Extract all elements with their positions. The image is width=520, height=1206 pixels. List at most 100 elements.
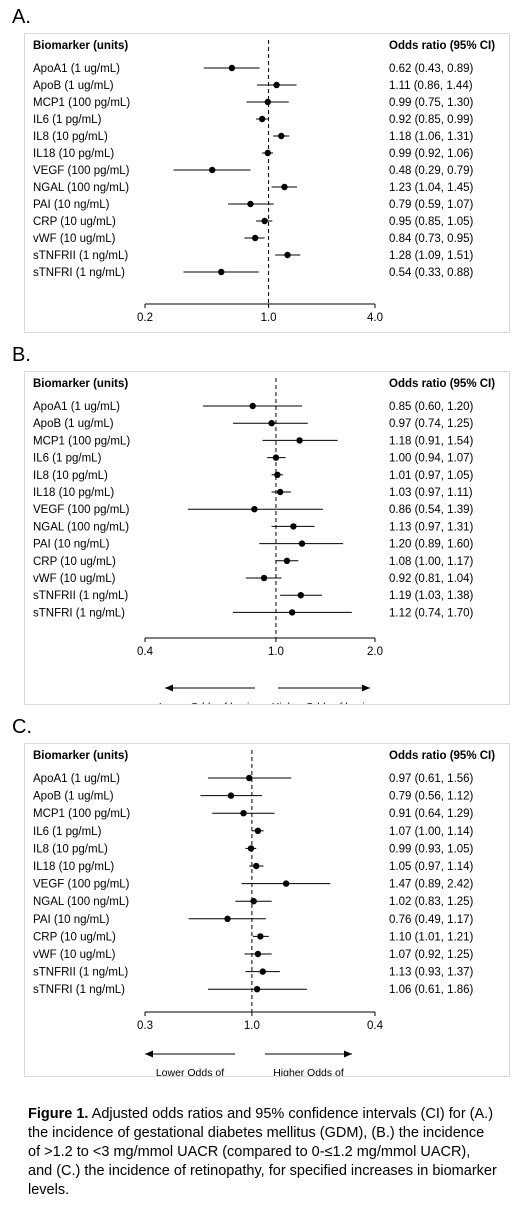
row-label: ApoB (1 ug/mL) (33, 418, 114, 430)
odds-ratio-point (259, 968, 266, 975)
data-label: 0.85 (0.60, 1.20) (389, 401, 474, 413)
arrow-left-label: Lower Odds of having (159, 701, 261, 704)
odds-ratio-point (258, 115, 266, 123)
data-label: 0.76 (0.49, 1.17) (389, 914, 474, 926)
data-label: 1.11 (0.86, 1.44) (389, 80, 473, 92)
row-label: sTNFRI (1 ng/mL) (33, 984, 125, 996)
data-label: 0.91 (0.64, 1.29) (389, 808, 474, 820)
odds-ratio-point (261, 217, 268, 225)
data-label: 0.99 (0.92, 1.06) (389, 148, 474, 160)
column-header-biomarker: Biomarker (units) (33, 40, 128, 52)
odds-ratio-point (247, 200, 254, 208)
data-label: 0.79 (0.56, 1.12) (389, 791, 474, 803)
data-label: 1.12 (0.74, 1.70) (389, 607, 474, 619)
data-label: 0.79 (0.59, 1.07) (389, 199, 474, 211)
column-header-biomarker: Biomarker (units) (33, 378, 128, 390)
odds-ratio-point (224, 915, 231, 922)
x-tick-label: 0.3 (137, 1020, 153, 1032)
odds-ratio-point (282, 880, 290, 887)
panel-label: A. (12, 6, 31, 28)
row-label: sTNFRII (1 ng/mL) (33, 590, 128, 602)
odds-ratio-point (246, 774, 253, 782)
odds-ratio-point (260, 574, 268, 582)
odds-ratio-point (253, 986, 261, 993)
row-label: IL18 (10 pg/mL) (33, 861, 114, 873)
odds-ratio-point (283, 557, 291, 564)
data-label: 1.01 (0.97, 1.05) (389, 470, 474, 482)
row-label: VEGF (100 pg/mL) (33, 504, 130, 516)
row-label: IL6 (1 pg/mL) (33, 453, 102, 465)
odds-ratio-point (276, 488, 284, 496)
column-header-odds-ratio: Odds ratio (95% CI) (389, 40, 495, 52)
row-label: IL8 (10 pg/mL) (33, 843, 108, 855)
row-label: PAI (10 ng/mL) (33, 199, 110, 211)
data-label: 1.23 (1.04, 1.45) (389, 182, 474, 194)
data-label: 0.92 (0.81, 1.04) (389, 573, 474, 585)
row-label: MCP1 (100 pg/mL) (33, 435, 130, 447)
odds-ratio-point (227, 792, 235, 799)
data-label: 1.20 (0.89, 1.60) (389, 539, 474, 551)
row-label: NGAL (100 ng/mL) (33, 182, 129, 194)
odds-ratio-point (268, 420, 275, 427)
data-label: 0.54 (0.33, 0.88) (389, 267, 474, 279)
odds-ratio-point (264, 98, 271, 106)
row-label: NGAL (100 ng/mL) (33, 896, 129, 908)
row-label: sTNFRII (1 ng/mL) (33, 250, 128, 262)
x-tick-label: 0.4 (367, 1020, 384, 1032)
panel-frame: Biomarker (units) Odds ratio (95% CI) ApoA… (24, 743, 510, 1094)
odds-ratio-point (272, 454, 280, 461)
data-label: 1.47 (0.89, 2.42) (389, 879, 474, 891)
row-label: MCP1 (100 pg/mL) (33, 808, 130, 820)
odds-ratio-point (281, 183, 288, 191)
forest-plot-c: Biomarker (units) Odds ratio (95% CI) ApoA… (33, 750, 495, 1094)
row-label: CRP (10 ug/mL) (33, 216, 116, 228)
row-label: vWF (10 ug/mL) (33, 949, 116, 961)
row-label: ApoB (1 ug/mL) (33, 791, 114, 803)
data-label: 0.95 (0.85, 1.05) (389, 216, 474, 228)
panel-label: C. (12, 716, 32, 738)
data-label: 1.13 (0.97, 1.31) (389, 521, 474, 533)
data-label: 1.05 (0.97, 1.14) (389, 861, 474, 873)
panel-frame: Biomarker (units) Odds ratio (95% CI) ApoA… (24, 33, 510, 361)
x-tick-label: 0.4 (137, 646, 154, 658)
row-label: CRP (10 ug/mL) (33, 556, 116, 568)
panel-frame: Biomarker (units) Odds ratio (95% CI) ApoA… (24, 371, 510, 728)
odds-ratio-point (296, 437, 303, 444)
row-label: IL6 (1 pg/mL) (33, 114, 102, 126)
odds-ratio-point (251, 506, 258, 513)
column-header-odds-ratio: Odds ratio (95% CI) (389, 750, 495, 762)
data-label: 1.10 (1.01, 1.21) (389, 931, 474, 943)
odds-ratio-point (278, 132, 285, 140)
row-label: sTNFRI (1 ng/mL) (33, 267, 125, 279)
data-label: 1.07 (0.92, 1.25) (389, 949, 474, 961)
odds-ratio-point (257, 933, 264, 940)
odds-ratio-point (298, 540, 306, 547)
row-label: MCP1 (100 pg/mL) (33, 97, 130, 109)
data-label: 1.03 (0.97, 1.11) (389, 487, 473, 499)
odds-ratio-point (254, 827, 262, 834)
x-tick-label: 1.0 (244, 1020, 260, 1032)
row-label: vWF (10 ug/mL) (33, 233, 116, 245)
row-label: VEGF (100 pg/mL) (33, 879, 130, 891)
data-label: 1.08 (1.00, 1.17) (389, 556, 474, 568)
figure-caption: Figure 1. Adjusted odds ratios and 95% c… (28, 1105, 498, 1200)
data-label: 0.97 (0.74, 1.25) (389, 418, 474, 430)
data-label: 1.00 (0.94, 1.07) (389, 453, 474, 465)
data-label: 0.92 (0.85, 0.99) (389, 114, 474, 126)
data-label: 0.84 (0.73, 0.95) (389, 233, 474, 245)
column-header-odds-ratio: Odds ratio (95% CI) (389, 378, 495, 390)
row-label: ApoB (1 ug/mL) (33, 80, 114, 92)
odds-ratio-point (253, 862, 260, 870)
row-label: PAI (10 ng/mL) (33, 914, 110, 926)
data-label: 0.86 (0.54, 1.39) (389, 504, 474, 516)
row-label: IL18 (10 pg/mL) (33, 487, 114, 499)
odds-ratio-point (274, 471, 281, 478)
row-label: sTNFRII (1 ng/mL) (33, 967, 128, 979)
odds-ratio-point (290, 523, 297, 530)
row-label: CRP (10 ug/mL) (33, 931, 116, 943)
data-label: 1.06 (0.61, 1.86) (389, 984, 474, 996)
data-label: 1.02 (0.83, 1.25) (389, 896, 474, 908)
caption-label: Figure 1. (28, 1106, 89, 1122)
odds-ratio-point (284, 251, 291, 259)
data-label: 0.62 (0.43, 0.89) (389, 63, 474, 75)
